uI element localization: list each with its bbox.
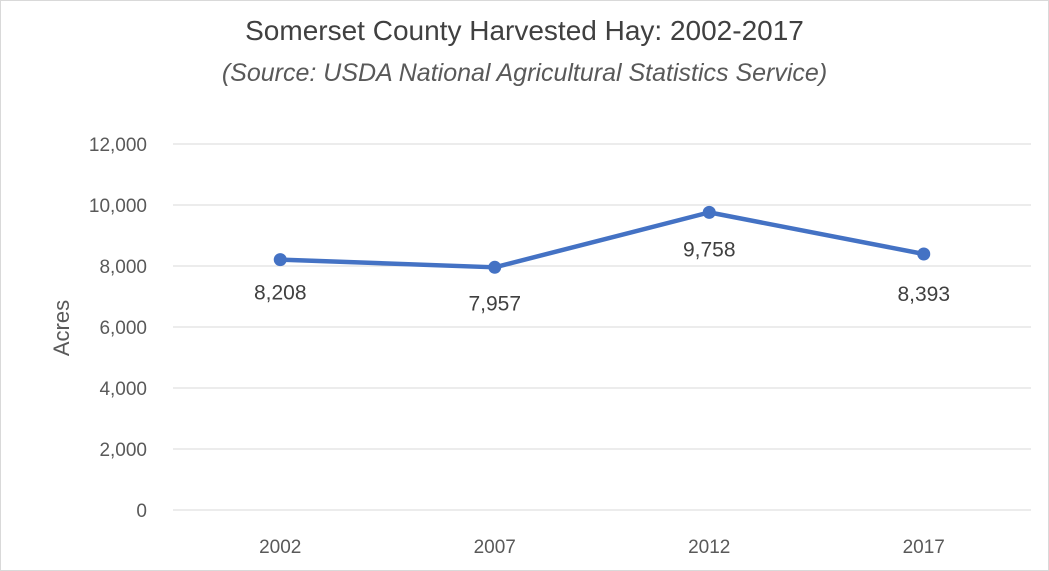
data-point [488,260,502,274]
y-tick-label: 8,000 [99,257,147,278]
x-tick-label: 2002 [259,537,301,558]
data-point [917,247,931,261]
x-tick-label: 2017 [903,537,945,558]
data-point [702,205,716,219]
x-tick-label: 2012 [688,537,730,558]
series-layer: 8,208 7,957 9,758 8,393 [254,205,950,315]
x-tick-labels: 2002 2007 2012 2017 [259,537,945,558]
data-label: 9,758 [683,238,736,261]
y-tick-label: 2,000 [99,440,147,461]
chart-title: Somerset County Harvested Hay: 2002-2017 [245,15,804,46]
data-label: 8,393 [897,283,950,306]
y-tick-label: 6,000 [99,318,147,339]
data-label: 7,957 [468,292,521,315]
y-tick-label: 4,000 [99,379,147,400]
data-label: 8,208 [254,282,307,305]
y-tick-label: 12,000 [89,135,147,156]
y-tick-label: 10,000 [89,196,147,217]
chart-subtitle: (Source: USDA National Agricultural Stat… [221,59,828,87]
y-tick-label: 0 [136,501,147,522]
gridlines [173,143,1031,511]
x-tick-label: 2007 [474,537,516,558]
data-point [273,253,287,267]
y-axis-label: Acres [49,300,74,356]
series-line [278,210,926,270]
y-tick-labels: 0 2,000 4,000 6,000 8,000 10,000 12,000 [89,135,147,522]
